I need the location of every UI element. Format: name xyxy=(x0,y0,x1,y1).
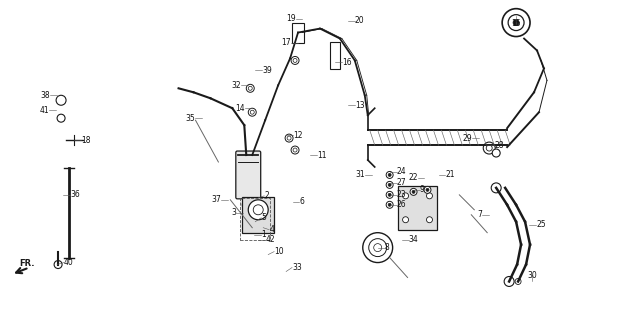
Text: 36: 36 xyxy=(70,190,80,199)
Text: 26: 26 xyxy=(397,200,406,209)
Bar xyxy=(330,42,340,69)
Text: 21: 21 xyxy=(445,171,455,180)
Text: 14: 14 xyxy=(236,104,246,113)
Text: 32: 32 xyxy=(231,81,241,90)
Circle shape xyxy=(483,142,495,154)
Circle shape xyxy=(386,181,393,188)
Bar xyxy=(292,23,304,43)
Circle shape xyxy=(242,199,254,211)
Circle shape xyxy=(424,186,431,193)
Text: 1: 1 xyxy=(261,230,266,239)
Circle shape xyxy=(246,202,251,208)
Text: 34: 34 xyxy=(408,235,418,244)
Circle shape xyxy=(426,193,433,199)
Circle shape xyxy=(508,15,524,31)
Text: 22: 22 xyxy=(408,173,418,182)
Text: 25: 25 xyxy=(536,220,545,229)
Circle shape xyxy=(363,233,392,262)
Circle shape xyxy=(426,217,433,223)
Circle shape xyxy=(386,191,393,198)
Text: 30: 30 xyxy=(527,271,537,280)
Text: 8: 8 xyxy=(384,243,389,252)
Text: 2: 2 xyxy=(264,191,269,200)
Circle shape xyxy=(515,278,521,284)
Text: 18: 18 xyxy=(81,136,91,145)
Circle shape xyxy=(426,188,429,191)
Circle shape xyxy=(513,20,519,26)
Circle shape xyxy=(492,149,500,157)
Text: 29: 29 xyxy=(463,133,472,143)
Circle shape xyxy=(248,200,268,220)
Text: 19: 19 xyxy=(286,14,296,23)
Text: 3: 3 xyxy=(231,208,236,217)
Circle shape xyxy=(386,172,393,179)
Text: 5: 5 xyxy=(261,213,266,222)
Text: 7: 7 xyxy=(478,210,482,219)
Circle shape xyxy=(388,183,391,186)
Circle shape xyxy=(56,95,66,105)
Circle shape xyxy=(246,84,254,92)
Text: 33: 33 xyxy=(292,263,302,272)
FancyBboxPatch shape xyxy=(236,151,261,199)
Circle shape xyxy=(293,148,297,152)
Circle shape xyxy=(388,173,391,176)
Circle shape xyxy=(402,193,408,199)
Text: 10: 10 xyxy=(274,247,284,256)
Text: 28: 28 xyxy=(494,140,503,149)
Circle shape xyxy=(386,201,393,208)
Circle shape xyxy=(412,190,415,193)
Bar xyxy=(397,186,437,230)
Circle shape xyxy=(251,110,254,114)
Text: 42: 42 xyxy=(265,235,275,244)
Text: FR.: FR. xyxy=(19,259,35,268)
Circle shape xyxy=(486,145,492,151)
Circle shape xyxy=(54,260,62,268)
Circle shape xyxy=(374,244,382,252)
Text: 4: 4 xyxy=(269,225,274,234)
Text: 20: 20 xyxy=(355,16,365,25)
Text: 12: 12 xyxy=(293,131,302,140)
Circle shape xyxy=(402,217,408,223)
Circle shape xyxy=(491,183,501,193)
Circle shape xyxy=(388,193,391,196)
Text: 6: 6 xyxy=(299,197,304,206)
Circle shape xyxy=(253,205,263,215)
Text: 27: 27 xyxy=(397,179,406,188)
Text: 38: 38 xyxy=(41,91,50,100)
Circle shape xyxy=(504,276,514,286)
Text: 24: 24 xyxy=(397,167,406,176)
Circle shape xyxy=(293,59,297,62)
Circle shape xyxy=(291,56,299,64)
Text: 17: 17 xyxy=(281,38,291,47)
Text: 31: 31 xyxy=(355,171,365,180)
Text: 9: 9 xyxy=(420,185,424,194)
Circle shape xyxy=(57,114,65,122)
Circle shape xyxy=(502,9,530,36)
Circle shape xyxy=(285,134,293,142)
Circle shape xyxy=(369,239,387,257)
Circle shape xyxy=(248,108,256,116)
Circle shape xyxy=(410,188,417,195)
Circle shape xyxy=(388,203,391,206)
Text: 11: 11 xyxy=(317,150,326,160)
Circle shape xyxy=(248,86,252,90)
Text: 37: 37 xyxy=(212,195,222,204)
Circle shape xyxy=(287,136,291,140)
Text: 40: 40 xyxy=(64,258,74,267)
Circle shape xyxy=(291,146,299,154)
Text: 13: 13 xyxy=(355,101,365,110)
Text: 35: 35 xyxy=(186,114,196,123)
Bar xyxy=(242,197,274,233)
Text: 41: 41 xyxy=(39,106,49,115)
Text: 23: 23 xyxy=(397,190,406,199)
Text: 15: 15 xyxy=(511,19,521,28)
Text: 39: 39 xyxy=(262,66,272,75)
Text: 16: 16 xyxy=(342,58,352,67)
